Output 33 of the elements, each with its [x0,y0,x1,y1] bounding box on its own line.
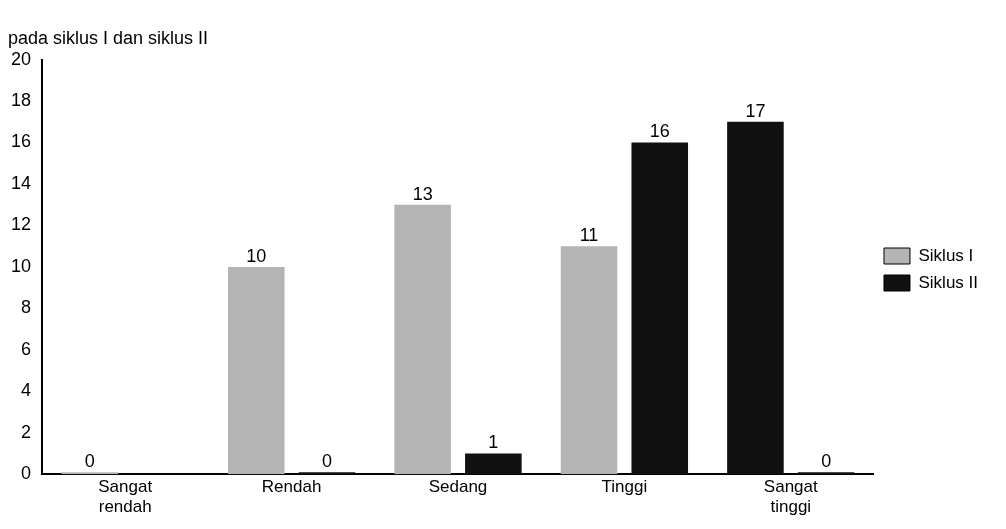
x-tick-label: Sangat tinggi [763,477,818,517]
y-tick-label: 16 [10,131,32,152]
data-label: 16 [649,121,670,142]
data-label: 10 [246,245,267,266]
data-label: 1 [488,432,499,453]
y-tick-label: 18 [10,90,32,111]
data-label: 0 [321,451,332,472]
y-tick-label: 6 [21,338,32,359]
y-tick-label: 8 [21,297,32,318]
legend-label: Siklus I [918,245,974,265]
y-tick-label: 20 [10,48,32,69]
y-tick-label: 10 [10,255,32,276]
x-tick-label: Tinggi [601,477,648,497]
data-label: 0 [821,451,832,472]
y-tick-label: 2 [21,421,32,442]
data-label: 13 [412,183,433,204]
y-tick-label: 12 [10,214,32,235]
bar [631,142,689,475]
y-tick-label: 4 [21,380,32,401]
bar [227,266,285,475]
data-label: 11 [579,225,599,246]
data-label: 17 [745,100,766,121]
bar [394,204,451,475]
y-tick-label: 14 [10,172,32,193]
data-label: 0 [84,451,95,472]
legend-label: Siklus II [918,272,979,292]
y-tick-label: 0 [21,463,32,484]
bar [465,453,522,475]
x-tick-label: Sangat rendah [98,477,153,517]
bar [560,246,618,475]
x-tick-label: Rendah [261,477,322,497]
x-tick-label: Sedang [428,477,488,497]
chart-title: pada siklus I dan siklus II [8,27,209,48]
